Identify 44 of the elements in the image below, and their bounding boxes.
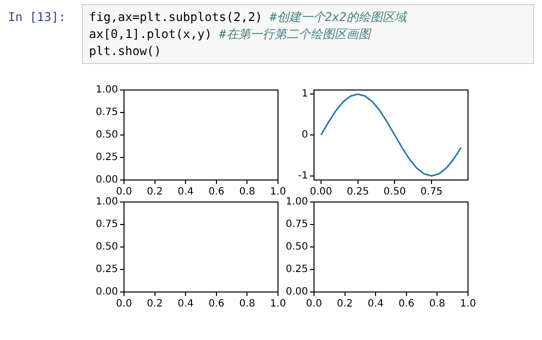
y-tick-label: 0.75 <box>286 219 308 230</box>
y-tick-label: -1 <box>298 170 308 182</box>
x-tick-label: 1.0 <box>270 298 286 310</box>
x-tick-label: 0.0 <box>306 298 322 310</box>
x-tick-label: 0.6 <box>208 186 224 198</box>
y-tick-label: 1.00 <box>286 196 308 208</box>
y-tick-label: 0.00 <box>96 286 118 298</box>
x-tick-label: 0.2 <box>146 186 163 198</box>
x-tick-label: 0.8 <box>239 186 256 198</box>
x-tick-label: 0.4 <box>178 298 194 310</box>
text: fig,ax=plt.subplots(2,2) #创建一个2x2的绘图区域 <box>89 10 407 24</box>
y-tick-label: 0.00 <box>96 174 118 186</box>
text: plt.show() <box>89 44 162 58</box>
y-tick-label: 0.25 <box>96 264 118 276</box>
x-tick-label: 1.0 <box>460 298 476 310</box>
x-tick-label: 0.75 <box>420 186 443 198</box>
x-tick-label: 0.8 <box>429 298 446 310</box>
x-tick-label: 0.0 <box>116 186 132 198</box>
x-tick-label: 0.00 <box>310 186 332 198</box>
y-tick-label: 0.50 <box>96 242 118 253</box>
y-tick-label: 0.75 <box>96 107 118 118</box>
y-tick-label: 0.75 <box>96 219 118 230</box>
y-tick-label: 0.50 <box>286 242 308 253</box>
x-tick-label: 0.2 <box>146 298 163 310</box>
x-tick-label: 0.8 <box>239 298 256 310</box>
y-tick-label: 0.25 <box>286 264 308 276</box>
x-tick-label: 0.0 <box>116 298 132 310</box>
text: In [13]: <box>8 10 66 24</box>
x-tick-label: 0.2 <box>336 298 353 310</box>
x-tick-label: 1.0 <box>270 186 286 198</box>
text: ax[0,1].plot(x,y) #在第一行第二个绘图区画图 <box>89 27 370 41</box>
x-tick-label: 0.6 <box>398 298 414 310</box>
y-tick-label: 0.25 <box>96 152 118 164</box>
y-tick-label: 0.50 <box>96 130 118 141</box>
x-tick-label: 0.4 <box>178 186 194 198</box>
y-tick-label: 0 <box>302 130 308 141</box>
x-tick-label: 0.50 <box>384 186 406 198</box>
y-tick-label: 0.00 <box>286 286 308 298</box>
y-tick-label: 1 <box>302 88 308 100</box>
x-tick-label: 0.6 <box>208 298 224 310</box>
x-tick-label: 0.4 <box>368 298 384 310</box>
x-tick-label: 0.25 <box>346 186 369 198</box>
y-tick-label: 1.00 <box>96 196 118 208</box>
y-tick-label: 1.00 <box>96 84 118 96</box>
